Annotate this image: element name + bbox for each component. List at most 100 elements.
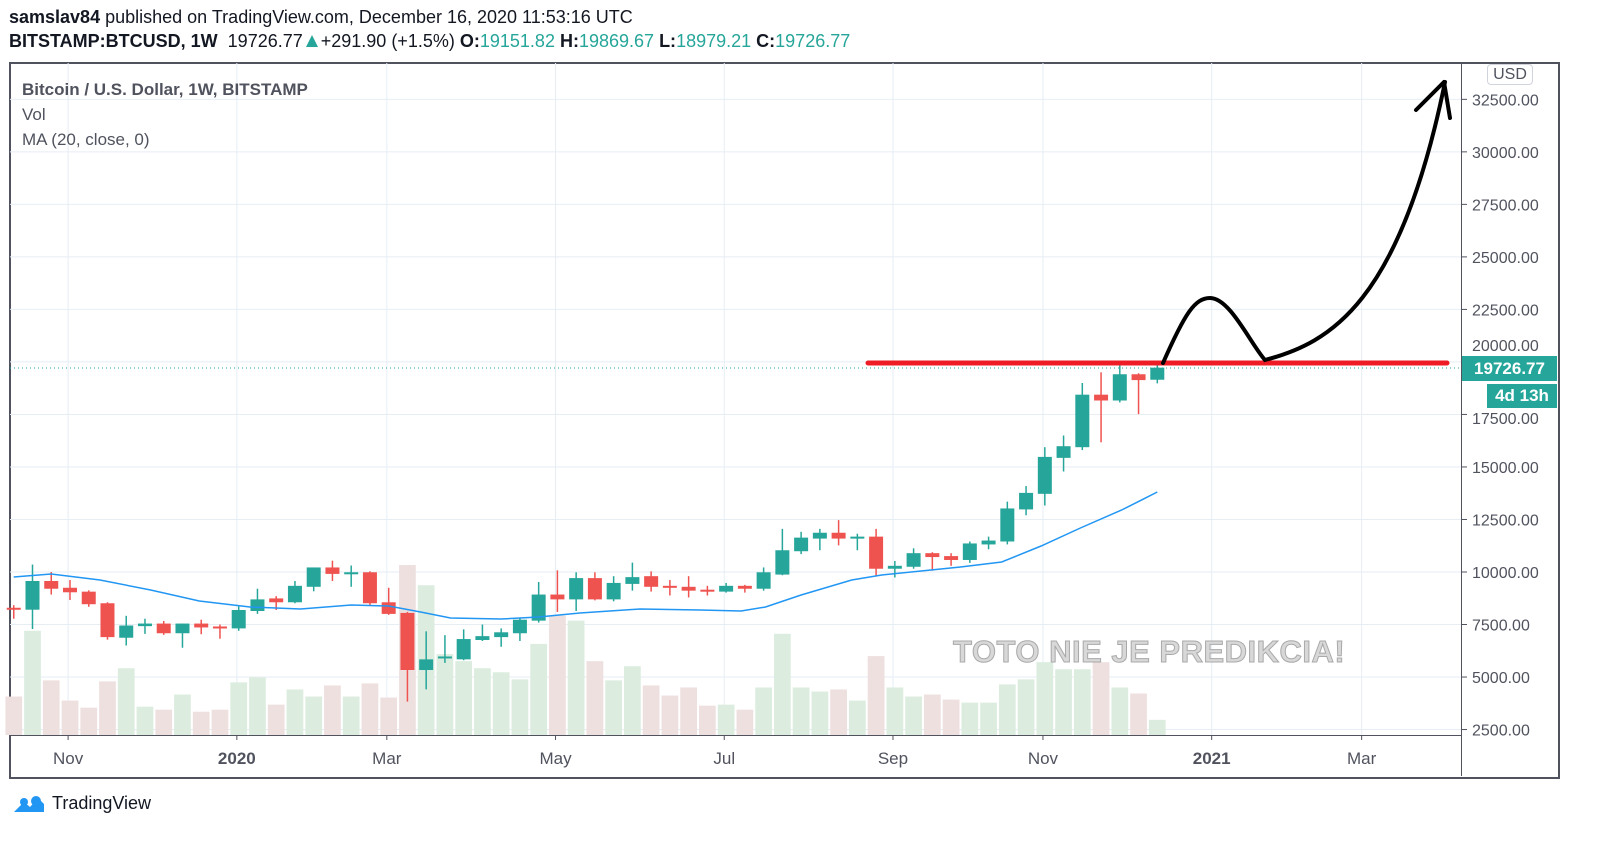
time-tick-label: Nov [53, 749, 84, 768]
candle-body [550, 594, 565, 600]
currency-button[interactable]: USD [1487, 64, 1533, 85]
candle-body [644, 576, 659, 587]
open-value: 19151.82 [479, 31, 555, 51]
candle-down [6, 605, 21, 619]
candles [6, 364, 1165, 702]
candle-up [1037, 447, 1052, 506]
candle-down [100, 602, 115, 640]
volume-bar [661, 695, 679, 735]
low-value: 18979.21 [676, 31, 752, 51]
candle-up [437, 635, 452, 663]
candle-up [1019, 486, 1034, 516]
candle-body [569, 578, 584, 600]
candle-body [981, 540, 996, 545]
volume-bar [99, 681, 116, 735]
candle-up [1075, 382, 1090, 451]
candle-body [306, 567, 321, 587]
volume-bar [998, 684, 1016, 735]
legend-ma[interactable]: MA (20, close, 0) [22, 130, 150, 149]
candle-down [400, 611, 415, 702]
candle-body [269, 598, 284, 603]
volume-bar [80, 707, 98, 735]
volume-bar [1017, 679, 1035, 735]
volume-bar [61, 700, 79, 735]
tradingview-logo-icon [14, 795, 44, 812]
candle-up [1056, 435, 1071, 472]
volume-bar [699, 705, 716, 735]
candle-body [25, 581, 40, 610]
volume-bar [24, 630, 41, 735]
candle-body [475, 636, 490, 641]
candle-body [719, 585, 734, 592]
volume-bar [455, 661, 473, 735]
volume-bar [155, 709, 173, 735]
candle-body [625, 577, 640, 584]
volume-bar [923, 694, 941, 735]
drawn-arrow-head-icon [1414, 80, 1452, 120]
candle-down [587, 572, 602, 601]
candle-body [175, 623, 190, 634]
volume-bar [961, 702, 979, 735]
candle-body [44, 581, 59, 589]
volume-bar [830, 689, 847, 735]
volume-bar [755, 687, 772, 735]
candle-body [1131, 374, 1146, 381]
candle-body [906, 553, 921, 567]
candle-body [1056, 446, 1071, 458]
volume-bar [1073, 669, 1091, 735]
bar-countdown-label: 4d 13h [1487, 384, 1557, 408]
candle-down [381, 587, 396, 615]
candle-up [1000, 501, 1015, 545]
candle-down [362, 571, 377, 606]
candle-body [662, 585, 677, 588]
time-tick-label: 2021 [1193, 749, 1231, 768]
candle-up [794, 531, 809, 555]
candle-body [606, 582, 621, 600]
legend-vol[interactable]: Vol [22, 105, 46, 124]
legend-title[interactable]: Bitcoin / U.S. Dollar, 1W, BITSTAMP [22, 80, 308, 99]
volume-bar [436, 654, 454, 735]
candle-down [62, 580, 77, 601]
price-tick-label: 5000.00 [1472, 670, 1530, 687]
candle-body [887, 565, 902, 569]
candle-body [831, 532, 846, 539]
drawn-arrow-curve[interactable] [1161, 80, 1447, 365]
volume-bar [492, 672, 510, 735]
price-axis[interactable]: 2500.00 5000.00 7500.00 10000.00 12500.00 150… [1461, 92, 1539, 740]
volume-bar [211, 709, 229, 735]
author-name[interactable]: samslav84 [9, 7, 101, 27]
candle-up [531, 581, 546, 623]
time-axis[interactable]: Nov 2020 Mar May Jul Sep Nov 2021 Mar [53, 735, 1377, 768]
candle-body [250, 599, 265, 611]
candle-up [512, 617, 527, 641]
volume-bar [1055, 669, 1072, 735]
annotation-text: TOTO NIE JE PREDIKCIA! [952, 634, 1346, 670]
volume-bar [380, 697, 398, 735]
candle-up [287, 581, 302, 604]
low-label: L: [659, 31, 677, 51]
volume-bar [136, 706, 154, 735]
price-tick-label: 12500.00 [1472, 512, 1539, 529]
candle-up [569, 572, 584, 611]
time-tick-label: May [539, 749, 572, 768]
candle-up [625, 562, 640, 591]
candle-body [325, 567, 340, 574]
candle-body [531, 594, 546, 621]
footer-brand[interactable]: TradingView [12, 793, 151, 814]
candle-up [775, 528, 790, 576]
candle-up [137, 618, 152, 634]
candle-down [1094, 372, 1109, 443]
candle-body [1112, 374, 1127, 401]
candle-down [1131, 373, 1146, 415]
price-tick-label: 32500.00 [1472, 92, 1539, 109]
candle-up [1150, 364, 1165, 384]
volume-bar [848, 700, 866, 735]
close-value: 19726.77 [775, 31, 851, 51]
candle-up [981, 536, 996, 550]
time-axis-border [10, 735, 1461, 736]
candle-down [662, 580, 677, 596]
volume-bar [1111, 687, 1129, 735]
candle-down [325, 560, 340, 582]
volume-bar [1036, 662, 1054, 735]
